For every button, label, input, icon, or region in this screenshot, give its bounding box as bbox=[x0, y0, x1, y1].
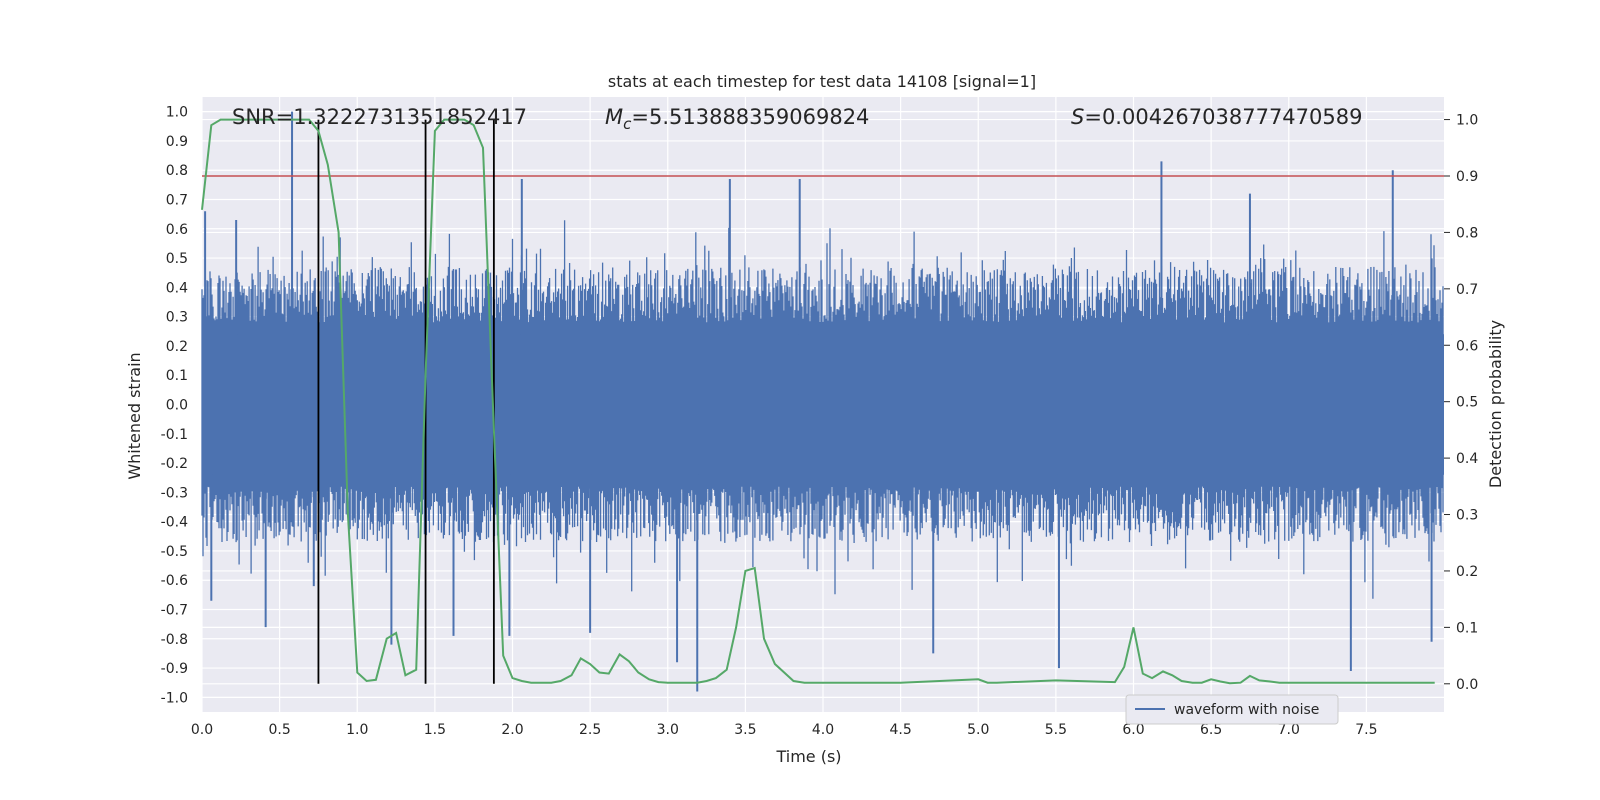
chirp-mass-symbol: M bbox=[605, 105, 623, 129]
x-tick-label: 0.5 bbox=[268, 722, 290, 738]
x-tick-label: 1.5 bbox=[424, 722, 446, 738]
x-tick-label: 5.0 bbox=[967, 722, 989, 738]
right-y-tick-label: 0.6 bbox=[1456, 338, 1478, 354]
x-tick-label: 4.5 bbox=[889, 722, 911, 738]
left-y-tick-label: -0.6 bbox=[161, 573, 188, 589]
right-y-tick-label: 1.0 bbox=[1456, 113, 1478, 129]
x-tick-label: 4.0 bbox=[812, 722, 834, 738]
x-tick-label: 6.0 bbox=[1122, 722, 1144, 738]
x-tick-label: 2.0 bbox=[501, 722, 523, 738]
right-y-tick-label: 0.7 bbox=[1456, 282, 1478, 298]
x-tick-label: 1.0 bbox=[346, 722, 368, 738]
detection-probability-line bbox=[201, 118, 1435, 685]
x-tick-label: 2.5 bbox=[579, 722, 601, 738]
x-axis-ticks: 0.0 0.5 1.0 1.5 2.0 2.5 3.0 3.5 4.0 4.5 5.0 5.5 6.0 6… bbox=[191, 722, 1378, 738]
right-y-tick-label: 0.5 bbox=[1456, 395, 1478, 411]
left-y-tick-label: -0.3 bbox=[161, 485, 188, 501]
left-y-axis-ticks: 1.0 0.9 0.8 0.7 0.6 0.5 0.4 0.3 0.2 0.1 0.0 -0.1 -0.… bbox=[161, 105, 188, 707]
right-y-tick-label: 0.4 bbox=[1456, 451, 1478, 467]
x-tick-label: 7.5 bbox=[1355, 722, 1377, 738]
left-y-tick-label: 0.8 bbox=[166, 163, 188, 179]
right-y-axis-label: Detection probability bbox=[1486, 320, 1505, 488]
left-y-tick-label: 0.7 bbox=[166, 193, 188, 209]
left-y-axis-label: Whitened strain bbox=[125, 352, 144, 479]
chart-title: stats at each timestep for test data 141… bbox=[608, 72, 1036, 91]
right-y-tick-label: 0.2 bbox=[1456, 564, 1478, 580]
chirp-mass-value: =5.513888359069824 bbox=[631, 105, 869, 129]
left-y-tick-label: -0.7 bbox=[161, 603, 188, 619]
s-annotation: S=0.004267038777470589 bbox=[1071, 105, 1362, 129]
left-y-tick-label: 0.9 bbox=[166, 134, 188, 150]
x-tick-label: 0.0 bbox=[191, 722, 213, 738]
right-y-tick-label: 0.3 bbox=[1456, 508, 1478, 524]
left-y-tick-label: 0.1 bbox=[166, 368, 188, 384]
right-y-axis-ticks: 1.0 0.9 0.8 0.7 0.6 0.5 0.4 0.3 0.2 0.1 0.0 bbox=[1444, 113, 1478, 693]
left-y-tick-label: -0.8 bbox=[161, 632, 188, 648]
waveform-core bbox=[202, 334, 1444, 475]
waveform-series bbox=[201, 111, 1444, 692]
right-y-tick-label: 0.0 bbox=[1456, 677, 1478, 693]
legend-box bbox=[1125, 694, 1339, 725]
x-tick-label: 6.5 bbox=[1200, 722, 1222, 738]
left-y-tick-label: 0.3 bbox=[166, 310, 188, 326]
left-y-tick-label: 0.0 bbox=[166, 398, 188, 414]
left-y-tick-label: 0.6 bbox=[166, 222, 188, 238]
left-y-tick-label: -0.5 bbox=[161, 544, 188, 560]
chirp-mass-subscript: c bbox=[623, 115, 632, 133]
left-y-tick-label: 1.0 bbox=[166, 105, 188, 121]
x-tick-label: 3.0 bbox=[657, 722, 679, 738]
snr-annotation: SNR=1.3222731351852417 bbox=[232, 105, 527, 129]
legend-label: waveform with noise bbox=[1174, 702, 1319, 718]
x-axis-label: Time (s) bbox=[775, 747, 841, 766]
left-y-tick-label: 0.4 bbox=[166, 280, 188, 296]
left-y-tick-label: -0.4 bbox=[161, 515, 188, 531]
chirp-mass-annotation: Mc=5.513888359069824 bbox=[605, 105, 869, 133]
left-y-tick-label: -0.9 bbox=[161, 661, 188, 677]
right-y-tick-label: 0.9 bbox=[1456, 169, 1478, 185]
left-y-tick-label: -0.1 bbox=[161, 427, 188, 443]
left-y-tick-label: 0.2 bbox=[166, 339, 188, 355]
left-y-tick-label: -1.0 bbox=[161, 690, 188, 706]
s-symbol: S bbox=[1071, 105, 1084, 129]
right-y-tick-label: 0.8 bbox=[1456, 225, 1478, 241]
x-tick-label: 3.5 bbox=[734, 722, 756, 738]
x-tick-label: 5.5 bbox=[1045, 722, 1067, 738]
left-y-tick-label: 0.5 bbox=[166, 251, 188, 267]
legend: waveform with noise bbox=[1125, 694, 1339, 725]
s-value: =0.004267038777470589 bbox=[1084, 105, 1362, 129]
right-y-tick-label: 0.1 bbox=[1456, 620, 1478, 636]
x-tick-label: 7.0 bbox=[1278, 722, 1300, 738]
left-y-tick-label: -0.2 bbox=[161, 456, 188, 472]
